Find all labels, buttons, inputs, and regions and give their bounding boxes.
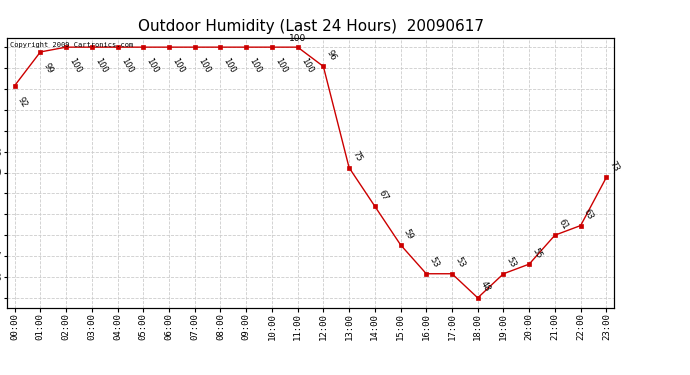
Text: 73: 73 [608, 159, 621, 173]
Text: 96: 96 [325, 48, 338, 62]
Text: 55: 55 [531, 246, 544, 260]
Text: 67: 67 [376, 188, 389, 202]
Text: 100: 100 [273, 57, 289, 75]
Text: 59: 59 [402, 227, 415, 241]
Text: 100: 100 [68, 57, 83, 75]
Text: 61: 61 [556, 217, 569, 231]
Text: 48: 48 [479, 280, 492, 294]
Text: 100: 100 [93, 57, 109, 75]
Text: 100: 100 [145, 57, 160, 75]
Text: 100: 100 [248, 57, 264, 75]
Text: 53: 53 [505, 256, 518, 270]
Text: 100: 100 [289, 34, 306, 43]
Title: Outdoor Humidity (Last 24 Hours)  20090617: Outdoor Humidity (Last 24 Hours) 2009061… [137, 18, 484, 33]
Text: 100: 100 [119, 57, 135, 75]
Text: Copyright 2009 Cartronics.com: Copyright 2009 Cartronics.com [10, 42, 133, 48]
Text: 53: 53 [428, 256, 441, 270]
Text: 100: 100 [222, 57, 237, 75]
Text: 100: 100 [299, 57, 315, 75]
Text: 100: 100 [196, 57, 212, 75]
Text: 92: 92 [16, 95, 29, 109]
Text: 53: 53 [453, 256, 466, 270]
Text: 100: 100 [170, 57, 186, 75]
Text: 75: 75 [351, 150, 364, 164]
Text: 99: 99 [41, 62, 55, 75]
Text: 63: 63 [582, 207, 595, 221]
